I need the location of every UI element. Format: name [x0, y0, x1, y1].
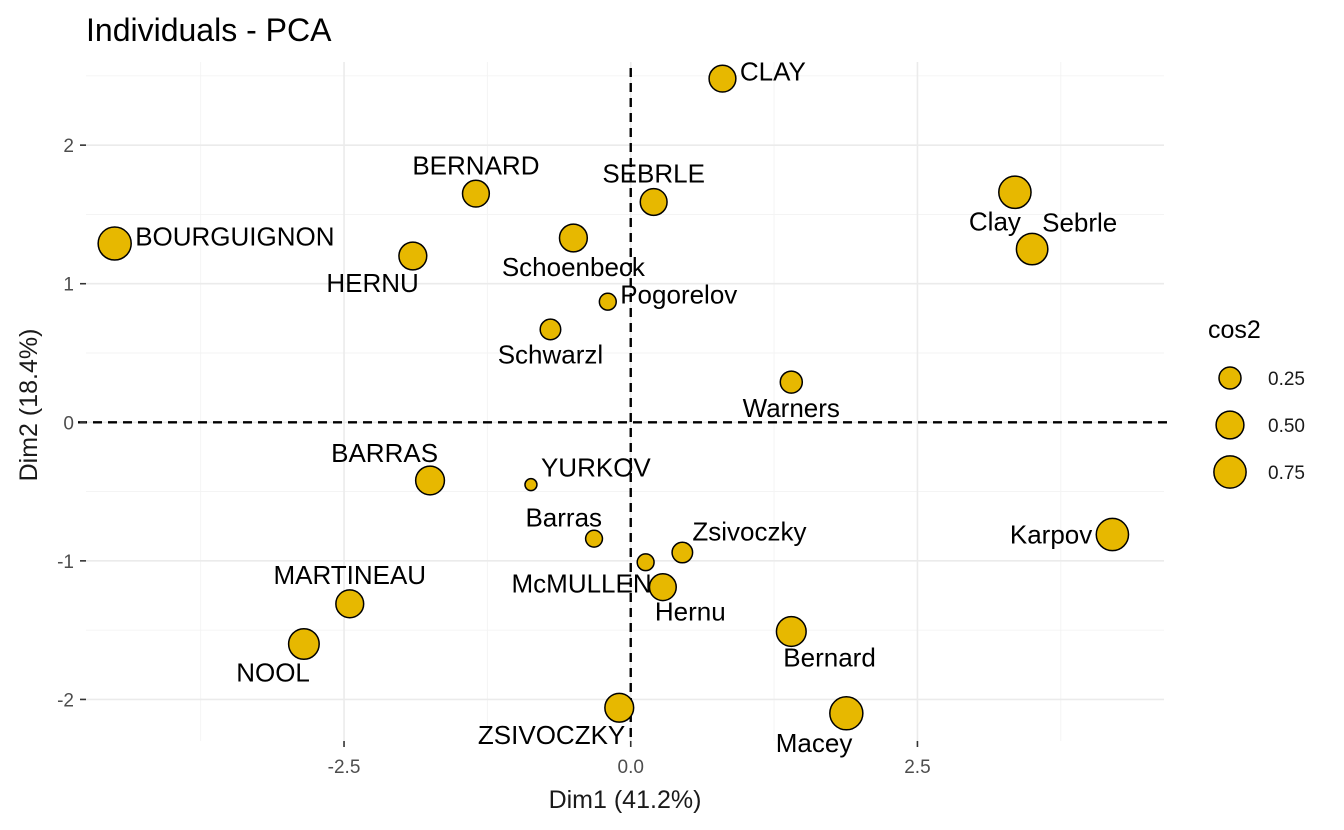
data-points — [97, 64, 1130, 731]
point-label: Karpov — [1010, 520, 1092, 550]
data-point — [598, 292, 617, 311]
legend-label: 0.25 — [1268, 369, 1305, 390]
data-point — [539, 318, 562, 341]
point-label: Schoenbeck — [502, 252, 646, 282]
point-label: Schwarzl — [498, 340, 603, 370]
reference-lines — [78, 68, 1168, 741]
point-label: HERNU — [326, 268, 418, 298]
data-point — [779, 370, 804, 394]
legend-key — [1218, 366, 1242, 390]
data-point — [461, 179, 491, 208]
data-point — [414, 465, 446, 496]
y-tick-label: 0 — [63, 413, 74, 434]
chart-title: Individuals - PCA — [86, 12, 332, 48]
point-label: YURKOV — [541, 453, 651, 483]
data-point — [671, 541, 694, 564]
point-label: MARTINEAU — [273, 560, 426, 590]
legend-key — [1213, 455, 1247, 489]
data-point — [335, 589, 365, 619]
point-label: Macey — [776, 728, 853, 758]
y-axis-title: Dim2 (18.4%) — [15, 329, 43, 482]
y-tick-label: -2 — [57, 690, 74, 711]
legend-title: cos2 — [1208, 316, 1261, 344]
data-point — [1095, 517, 1130, 552]
point-label: Bernard — [783, 642, 876, 672]
x-tick-label: 0.0 — [618, 757, 644, 778]
y-tick-label: 2 — [63, 136, 74, 157]
point-label: BOURGUIGNON — [135, 222, 334, 252]
point-label: BARRAS — [331, 438, 438, 468]
point-label: NOOL — [236, 657, 310, 687]
point-label: BERNARD — [412, 150, 539, 180]
point-label: SEBRLE — [602, 159, 705, 189]
data-point — [636, 553, 655, 572]
y-tick-label: 1 — [63, 275, 74, 296]
point-label: Barras — [525, 502, 602, 532]
data-point — [775, 615, 807, 648]
data-point — [829, 696, 864, 731]
point-labels: CLAY BERNARD SEBRLE Clay BOURGUIGNON Schoenbe… — [135, 57, 1117, 758]
x-axis-title: Dim1 (41.2%) — [549, 786, 702, 814]
data-point — [1015, 232, 1049, 266]
data-point — [97, 226, 132, 261]
x-tick-label: -2.5 — [328, 757, 361, 778]
point-label: McMULLEN — [512, 569, 652, 599]
data-point — [604, 692, 635, 723]
point-label: Warners — [743, 393, 840, 423]
data-point — [558, 223, 589, 253]
data-point — [648, 573, 677, 602]
point-label: Pogorelov — [620, 280, 737, 310]
legend-label: 0.50 — [1268, 416, 1305, 437]
point-label: Clay — [969, 206, 1021, 236]
point-label: CLAY — [740, 57, 806, 87]
axes: -2.5 0.0 2.5 -2 -1 0 1 2 — [57, 136, 931, 778]
data-point — [398, 241, 428, 271]
point-label: ZSIVOCZKY — [478, 720, 625, 750]
data-point — [998, 175, 1032, 210]
legend-key — [1215, 410, 1245, 440]
data-point — [639, 187, 668, 217]
data-point — [584, 529, 604, 548]
legend-label: 0.75 — [1268, 463, 1305, 484]
data-point — [524, 477, 538, 492]
point-label: Zsivoczky — [692, 516, 806, 546]
point-label: Sebrle — [1042, 207, 1117, 237]
data-point — [287, 627, 320, 661]
x-tick-label: 2.5 — [904, 757, 930, 778]
y-tick-label: -1 — [57, 552, 74, 573]
point-label: Hernu — [655, 597, 726, 627]
legend: cos2 0.25 0.50 0.75 — [1208, 316, 1305, 489]
data-point — [708, 64, 737, 93]
